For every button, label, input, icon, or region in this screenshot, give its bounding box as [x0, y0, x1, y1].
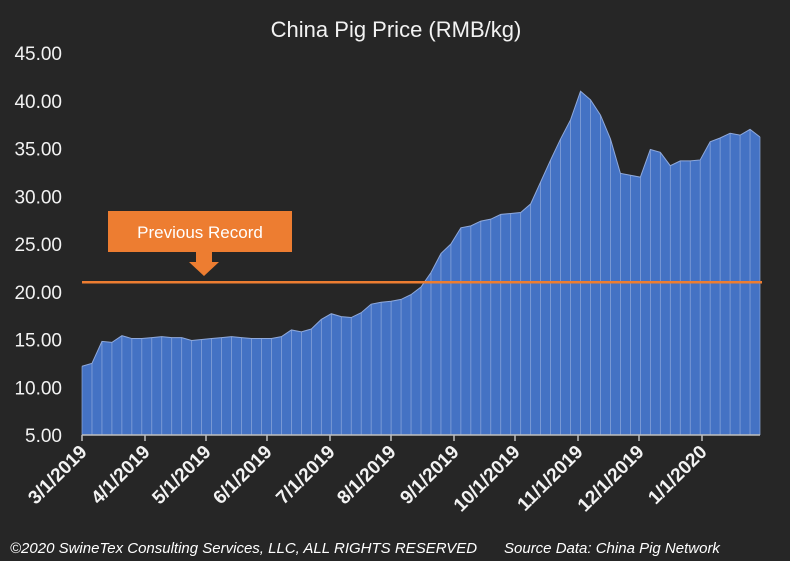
y-tick-label: 35.00 — [14, 140, 62, 161]
x-tick-label: 10/1/2019 — [450, 442, 525, 517]
source-text: Source Data: China Pig Network — [504, 540, 721, 557]
callout-box — [108, 211, 292, 252]
copyright-text: ©2020 SwineTex Consulting Services, LLC,… — [10, 540, 477, 557]
y-tick-label: 40.00 — [14, 92, 62, 113]
x-tick-label: 1/1/2020 — [644, 442, 711, 509]
y-tick-label: 30.00 — [14, 187, 62, 208]
x-tick-label: 8/1/2019 — [333, 442, 400, 509]
price-line — [81, 90, 761, 367]
y-tick-label: 20.00 — [14, 283, 62, 304]
x-tick-label: 3/1/2019 — [24, 442, 91, 509]
x-tick-label: 6/1/2019 — [209, 442, 276, 509]
y-tick-label: 15.00 — [14, 331, 62, 352]
x-tick-label: 4/1/2019 — [87, 442, 154, 509]
y-tick-label: 45.00 — [14, 44, 62, 65]
chart-title: China Pig Price (RMB/kg) — [271, 17, 522, 42]
y-tick-label: 10.00 — [14, 378, 62, 399]
x-tick-label: 12/1/2019 — [574, 442, 649, 517]
callout-label: Previous Record — [137, 223, 263, 242]
x-axis-ticks: 3/1/20194/1/20195/1/20196/1/20197/1/2019… — [24, 435, 712, 517]
previous-record-callout: Previous Record — [108, 211, 292, 276]
plot-area — [81, 90, 761, 436]
x-tick-label: 5/1/2019 — [148, 442, 215, 509]
callout-arrow-icon — [189, 252, 219, 276]
y-tick-label: 5.00 — [25, 426, 62, 447]
x-tick-label: 7/1/2019 — [272, 442, 339, 509]
y-axis-ticks: 5.00 10.00 15.00 20.00 25.00 30.00 35.00 40.00 4… — [14, 44, 62, 447]
y-tick-label: 25.00 — [14, 235, 62, 256]
